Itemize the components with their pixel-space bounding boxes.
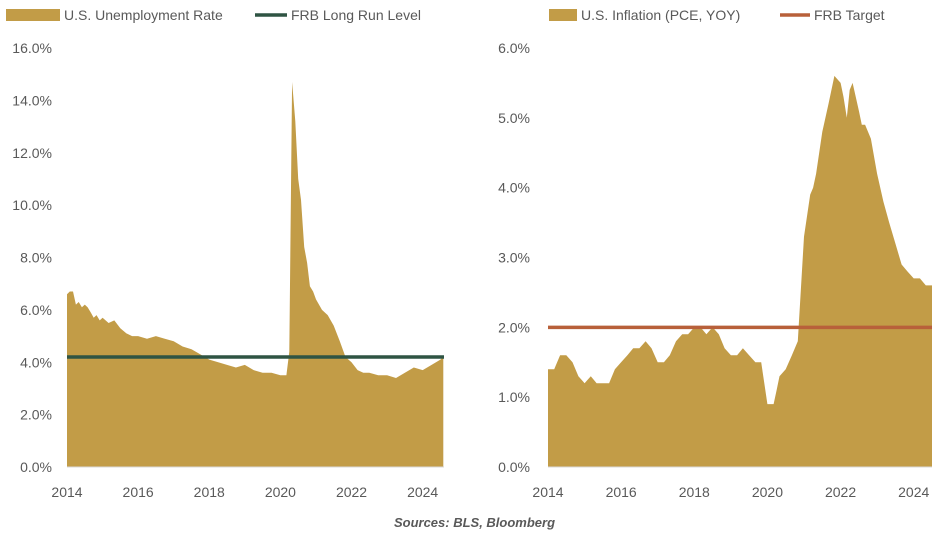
x-tick-label: 2016: [606, 484, 637, 500]
y-tick-label: 5.0%: [498, 110, 530, 126]
y-tick-label: 2.0%: [498, 319, 530, 335]
y-tick-label: 6.0%: [498, 40, 530, 56]
chart-panel-2: 0.0% 1.0% 2.0% 3.0% 4.0% 5.0% 6.0% 2014 2016 2018…: [498, 7, 932, 500]
x-tick-label: 2020: [265, 484, 296, 500]
legend: U.S. Inflation (PCE, YOY) FRB Target: [549, 7, 885, 23]
y-tick-label: 0.0%: [20, 459, 52, 475]
legend-label: FRB Long Run Level: [291, 7, 421, 23]
legend-swatch: [549, 9, 577, 21]
legend-label: FRB Target: [814, 7, 885, 23]
x-tick-label: 2022: [336, 484, 367, 500]
chart-panel-1: 0.0% 2.0% 4.0% 6.0% 8.0% 10.0% 12.0% 14.0% 16.0%…: [6, 7, 444, 500]
y-tick-label: 10.0%: [12, 197, 52, 213]
x-tick-label: 2020: [752, 484, 783, 500]
area-series: [548, 75, 932, 468]
x-tick-label: 2014: [51, 484, 82, 500]
x-tick-label: 2024: [407, 484, 438, 500]
y-tick-label: 1.0%: [498, 389, 530, 405]
x-tick-label: 2022: [825, 484, 856, 500]
legend-label: U.S. Inflation (PCE, YOY): [581, 7, 740, 23]
x-tick-label: 2018: [679, 484, 710, 500]
y-tick-label: 12.0%: [12, 145, 52, 161]
x-tick-label: 2018: [194, 484, 225, 500]
x-tick-label: 2014: [532, 484, 563, 500]
legend: U.S. Unemployment Rate FRB Long Run Level: [6, 7, 421, 23]
y-tick-label: 6.0%: [20, 302, 52, 318]
y-tick-label: 3.0%: [498, 250, 530, 266]
y-tick-label: 0.0%: [498, 459, 530, 475]
y-tick-label: 4.0%: [498, 180, 530, 196]
y-tick-label: 16.0%: [12, 40, 52, 56]
y-tick-label: 14.0%: [12, 92, 52, 108]
y-tick-label: 2.0%: [20, 407, 52, 423]
source-note: Sources: BLS, Bloomberg: [393, 515, 556, 530]
area-series: [67, 82, 444, 467]
legend-label: U.S. Unemployment Rate: [64, 7, 223, 23]
y-tick-label: 8.0%: [20, 250, 52, 266]
x-tick-label: 2016: [123, 484, 154, 500]
x-tick-label: 2024: [898, 484, 929, 500]
legend-swatch: [6, 9, 60, 21]
y-tick-label: 4.0%: [20, 354, 52, 370]
